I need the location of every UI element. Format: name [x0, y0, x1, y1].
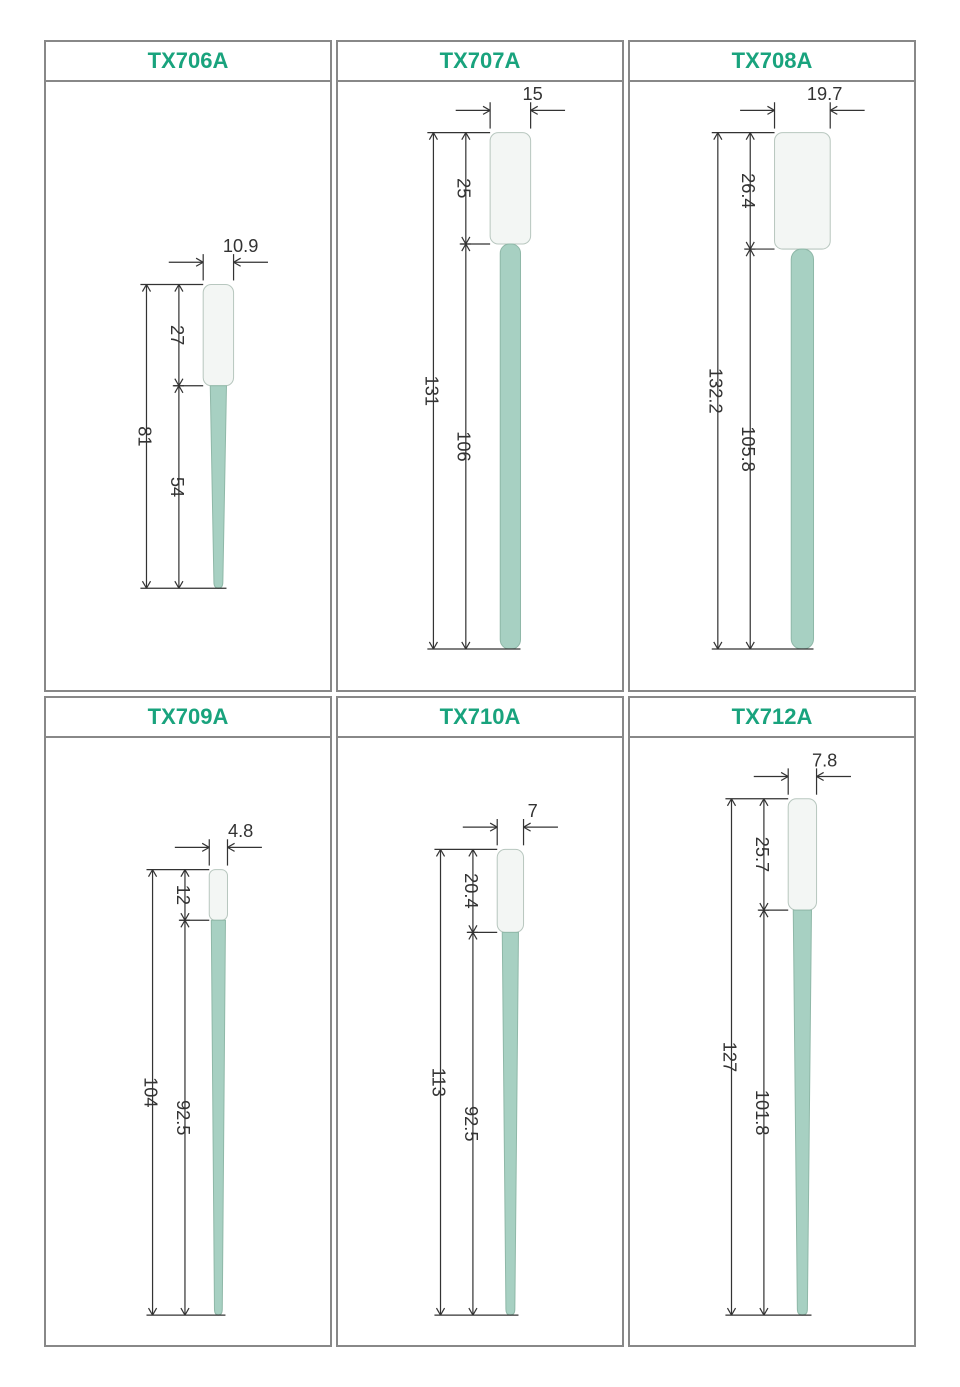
svg-text:81: 81 — [134, 426, 154, 446]
svg-text:7: 7 — [528, 800, 538, 820]
product-diagram: 7 113 20.4 92.5 — [338, 738, 622, 1346]
product-diagram: 19.7 132.2 26.4 105.8 — [630, 82, 914, 690]
svg-text:104: 104 — [140, 1077, 160, 1107]
product-diagram: 15 131 25 106 — [338, 82, 622, 690]
product-cell: TX708A19.7 132.2 26.4 105.8 — [628, 40, 916, 692]
svg-text:15: 15 — [523, 84, 543, 104]
product-title: TX707A — [338, 42, 622, 82]
svg-text:27: 27 — [167, 325, 187, 345]
product-cell: TX712A 7.8 127 25.7 101.8 — [628, 696, 916, 1348]
product-cell: TX706A 10.9 81 27 54 — [44, 40, 332, 692]
product-grid: TX706A 10.9 81 27 54 TX707A15 131 25 106 TX708A19… — [44, 40, 916, 1347]
svg-text:113: 113 — [428, 1067, 448, 1096]
svg-text:10.9: 10.9 — [223, 236, 258, 256]
svg-text:106: 106 — [454, 431, 474, 461]
product-title: TX706A — [46, 42, 330, 82]
product-cell: TX707A15 131 25 106 — [336, 40, 624, 692]
svg-text:20.4: 20.4 — [461, 873, 481, 908]
svg-text:25.7: 25.7 — [752, 836, 772, 871]
svg-text:25: 25 — [454, 178, 474, 198]
page: TX706A 10.9 81 27 54 TX707A15 131 25 106 TX708A19… — [0, 0, 960, 1387]
product-diagram: 4.8 104 12 92.5 — [46, 738, 330, 1346]
svg-text:7.8: 7.8 — [812, 750, 837, 770]
product-cell: TX710A 7 113 20.4 92.5 — [336, 696, 624, 1348]
product-title: TX708A — [630, 42, 914, 82]
svg-text:54: 54 — [167, 477, 187, 497]
product-title: TX710A — [338, 698, 622, 738]
svg-text:12: 12 — [173, 884, 193, 904]
svg-text:131: 131 — [421, 376, 441, 406]
product-title: TX712A — [630, 698, 914, 738]
svg-text:92.5: 92.5 — [173, 1099, 193, 1134]
svg-text:127: 127 — [719, 1041, 739, 1071]
svg-text:101.8: 101.8 — [752, 1089, 772, 1135]
svg-text:132.2: 132.2 — [706, 368, 726, 414]
svg-text:4.8: 4.8 — [228, 821, 253, 841]
product-cell: TX709A 4.8 104 12 92.5 — [44, 696, 332, 1348]
svg-text:105.8: 105.8 — [738, 426, 758, 472]
svg-text:26.4: 26.4 — [738, 173, 758, 208]
product-diagram: 7.8 127 25.7 101.8 — [630, 738, 914, 1346]
product-diagram: 10.9 81 27 54 — [46, 82, 330, 690]
svg-text:19.7: 19.7 — [807, 84, 842, 104]
svg-text:92.5: 92.5 — [461, 1106, 481, 1141]
product-title: TX709A — [46, 698, 330, 738]
